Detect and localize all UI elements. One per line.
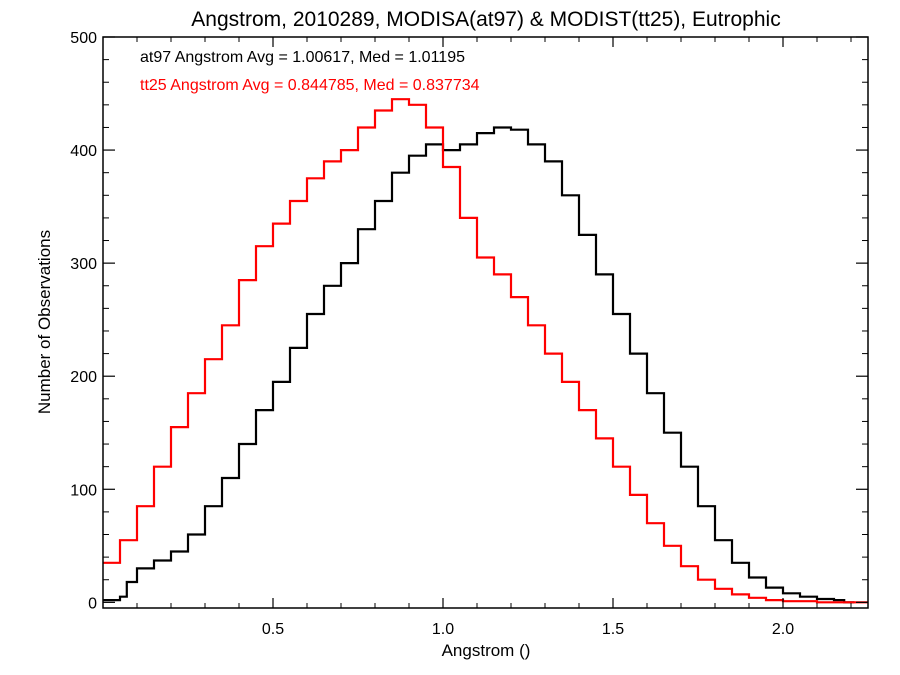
- x-tick-label: 2.0: [772, 621, 794, 638]
- axis-layer: 0.5 1.0 1.5 2.0 0 100 200 300 400 500: [70, 30, 868, 638]
- y-axis-title: Number of Observations: [35, 230, 54, 414]
- plot-frame: [102, 36, 869, 609]
- y-tick-label: 400: [70, 143, 97, 160]
- series-line-1: [103, 98, 868, 604]
- x-tick-label: 0.5: [262, 621, 284, 638]
- y-tick-label: 500: [70, 30, 97, 47]
- x-tick-label: 1.0: [432, 621, 454, 638]
- stat-at97: at97 Angstrom Avg = 1.00617, Med = 1.011…: [140, 49, 465, 66]
- series-line-0: [103, 126, 855, 604]
- y-tick-label: 100: [70, 482, 97, 499]
- x-axis-title: Angstrom (): [442, 641, 531, 660]
- y-tick-label: 300: [70, 256, 97, 273]
- x-tick-label: 1.5: [602, 621, 624, 638]
- chart-title: Angstrom, 2010289, MODISA(at97) & MODIST…: [191, 8, 780, 31]
- y-tick-label: 0: [88, 595, 97, 612]
- plot-layer: [103, 98, 868, 604]
- y-tick-label: 200: [70, 369, 97, 386]
- stat-tt25: tt25 Angstrom Avg = 0.844785, Med = 0.83…: [140, 77, 480, 94]
